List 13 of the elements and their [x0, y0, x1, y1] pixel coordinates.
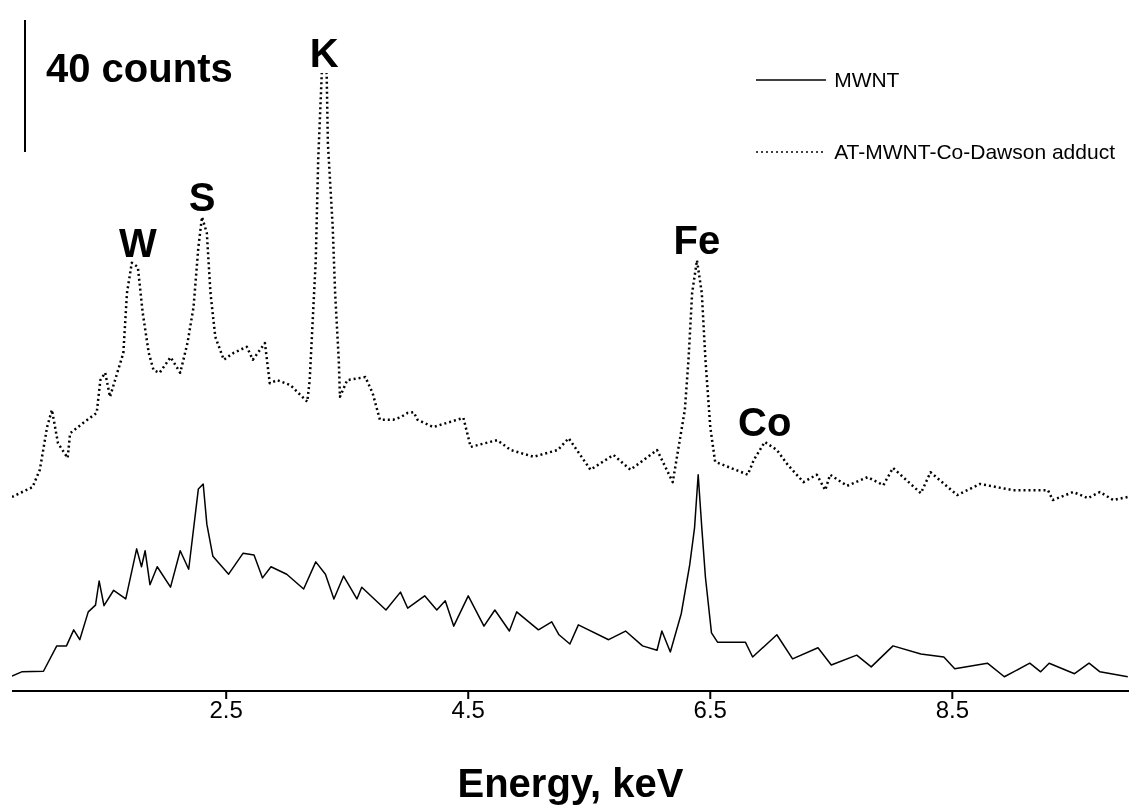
- legend-label: AT-MWNT-Co-Dawson adduct: [834, 140, 1115, 164]
- annotation: 40 counts: [46, 45, 233, 92]
- x-tick-label: 4.5: [451, 696, 485, 724]
- x-tick-label: 8.5: [935, 696, 969, 724]
- annotation: S: [188, 174, 216, 219]
- annotation: K: [309, 31, 339, 75]
- annotation: Fe: [673, 218, 721, 263]
- legend-label: MWNT: [834, 68, 900, 92]
- annotation: W: [118, 220, 157, 265]
- annotation: Co: [738, 399, 792, 444]
- x-axis-title: Energy, keV: [457, 761, 684, 805]
- x-tick-label: 6.5: [693, 696, 727, 724]
- x-tick-label: 2.5: [209, 696, 243, 724]
